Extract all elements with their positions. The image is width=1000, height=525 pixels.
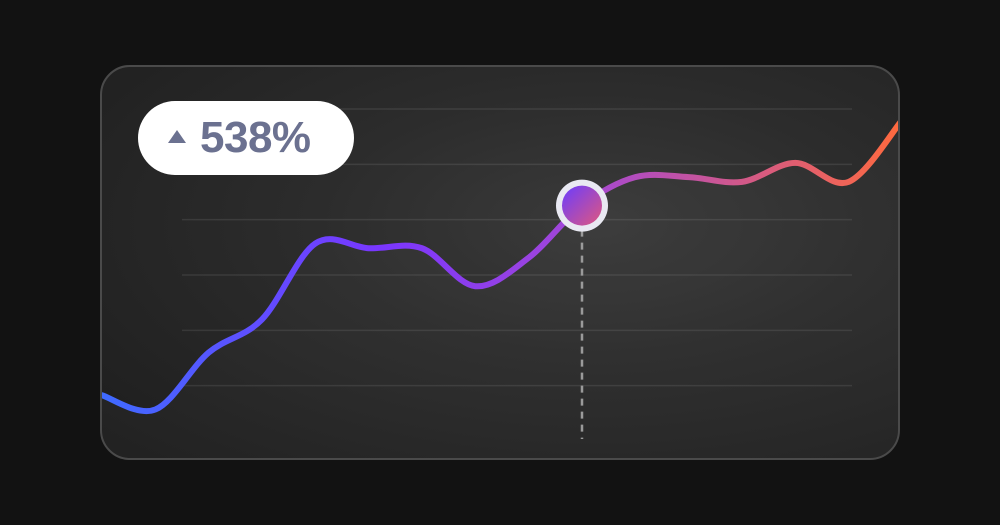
change-badge: 538% bbox=[138, 101, 354, 175]
data-point bbox=[792, 160, 798, 166]
data-point bbox=[526, 255, 532, 261]
data-point bbox=[472, 283, 478, 289]
data-point bbox=[152, 407, 158, 413]
highlight-marker[interactable] bbox=[562, 185, 602, 226]
series-line bbox=[102, 120, 898, 415]
data-point bbox=[899, 117, 900, 123]
data-point bbox=[366, 245, 372, 251]
triangle-up-icon bbox=[168, 129, 186, 143]
data-point bbox=[686, 174, 692, 180]
change-value: 538% bbox=[200, 113, 311, 162]
data-point bbox=[846, 179, 852, 185]
data-point bbox=[739, 179, 745, 185]
data-point bbox=[259, 316, 265, 322]
data-point bbox=[419, 245, 425, 251]
data-point bbox=[632, 174, 638, 180]
data-point bbox=[312, 241, 318, 247]
data-point bbox=[206, 350, 212, 356]
